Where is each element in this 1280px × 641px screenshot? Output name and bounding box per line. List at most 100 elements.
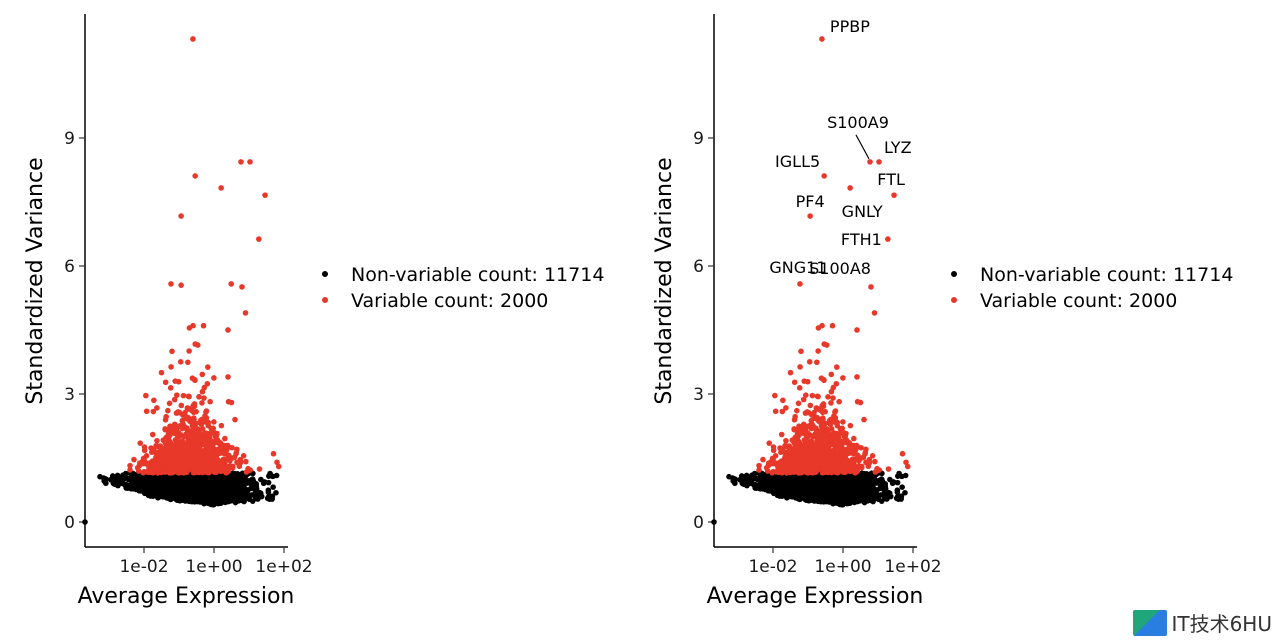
x-tick-label: 1e+02 [884, 557, 941, 577]
point-top-variable [247, 159, 253, 165]
point-nonvariable [161, 487, 168, 493]
point-top-variable [228, 281, 234, 287]
point-variable [210, 425, 217, 432]
point-nonvariable [150, 486, 156, 492]
point-variable [875, 467, 881, 474]
point-nonvariable [232, 496, 238, 503]
gene-label-connector [855, 134, 870, 160]
y-tick-label: 3 [693, 385, 704, 405]
gene-label: FTL [877, 170, 905, 189]
point-variable [198, 450, 205, 457]
point-nonvariable [165, 495, 172, 502]
point-variable [800, 458, 807, 464]
point-variable [212, 433, 219, 440]
point-nonvariable [237, 485, 244, 491]
point-nonvariable [860, 470, 867, 477]
point-top-variable [238, 159, 244, 165]
point-nonvariable [123, 485, 129, 491]
point-nonvariable [114, 472, 121, 479]
point-variable [165, 453, 172, 460]
point-variable [828, 388, 835, 395]
point-variable [178, 402, 185, 409]
point-nonvariable [265, 489, 272, 496]
point-nonvariable [149, 481, 156, 487]
point-variable [828, 400, 834, 406]
point-variable [242, 310, 249, 316]
point-variable [807, 402, 814, 409]
point-variable [756, 467, 762, 473]
point-variable [856, 463, 862, 469]
point-nonvariable [181, 497, 188, 504]
point-nonvariable [880, 484, 886, 491]
point-variable [803, 463, 809, 470]
point-top-variable [178, 213, 184, 219]
point-top-variable [821, 173, 827, 179]
point-variable [846, 464, 853, 471]
point-variable [167, 467, 174, 474]
point-nonvariable [270, 484, 276, 490]
point-variable [227, 463, 233, 469]
point-variable [825, 394, 831, 400]
point-nonvariable [711, 519, 717, 525]
point-variable [804, 378, 811, 385]
point-nonvariable [132, 475, 138, 482]
point-nonvariable [847, 484, 854, 490]
point-variable [196, 444, 203, 450]
point-variable [783, 464, 790, 471]
point-variable [131, 456, 137, 463]
point-nonvariable [740, 481, 747, 487]
point-variable [801, 437, 808, 443]
point-variable [186, 453, 193, 459]
point-variable [180, 433, 187, 440]
point-nonvariable [761, 485, 768, 492]
point-variable [839, 445, 845, 451]
point-variable [840, 419, 846, 425]
point-variable [809, 433, 816, 440]
point-variable [795, 400, 802, 407]
point-variable [222, 435, 228, 442]
point-variable [182, 409, 188, 416]
point-variable [191, 376, 198, 383]
point-variable [192, 341, 199, 347]
point-nonvariable [821, 494, 828, 501]
point-variable [797, 364, 803, 370]
point-variable [179, 453, 186, 460]
point-nonvariable [861, 496, 867, 503]
point-nonvariable [200, 495, 207, 501]
point-variable [828, 371, 835, 378]
gene-label: S100A8 [809, 259, 871, 278]
point-variable [211, 419, 217, 425]
point-variable [808, 453, 815, 460]
point-variable [141, 460, 147, 467]
point-variable [830, 395, 836, 401]
point-variable [171, 458, 178, 464]
point-variable [199, 400, 205, 406]
point-variable [171, 396, 178, 403]
point-variable [167, 423, 173, 429]
point-nonvariable [142, 489, 149, 496]
point-variable [193, 455, 200, 461]
point-nonvariable [155, 488, 162, 494]
point-variable [186, 348, 192, 354]
point-variable [203, 409, 209, 415]
point-variable [256, 466, 263, 472]
point-nonvariable [203, 482, 209, 488]
point-variable [772, 392, 778, 399]
point-nonvariable [813, 484, 820, 491]
point-variable [205, 440, 212, 447]
point-variable [777, 445, 783, 451]
point-variable [899, 450, 906, 457]
point-variable [134, 464, 141, 471]
point-variable [857, 399, 864, 406]
point-variable [885, 466, 892, 472]
point-nonvariable [822, 488, 828, 495]
point-variable [173, 392, 180, 398]
point-nonvariable [778, 481, 785, 487]
point-nonvariable [242, 488, 249, 495]
point-variable [190, 409, 197, 416]
point-nonvariable [251, 484, 257, 491]
point-variable [196, 427, 202, 433]
point-variable [184, 416, 190, 422]
y-tick-label: 3 [64, 385, 75, 405]
point-nonvariable [902, 472, 909, 479]
